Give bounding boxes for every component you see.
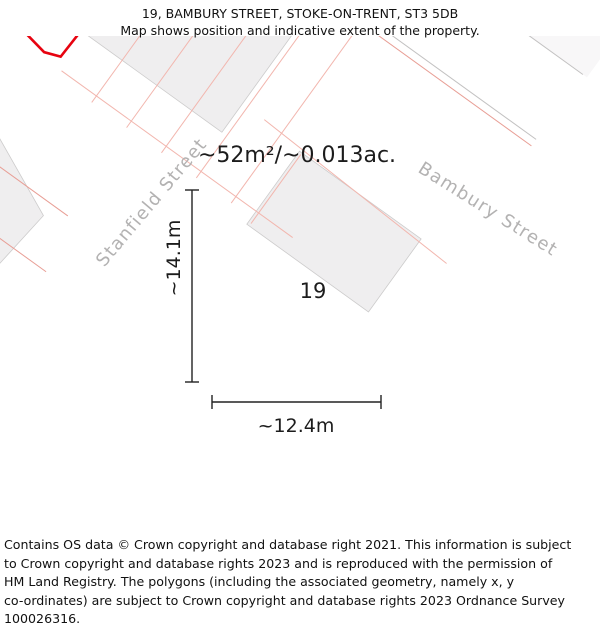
buildings bbox=[0, 36, 422, 313]
bambury-south-edge bbox=[18, 36, 537, 140]
page-title: 19, BAMBURY STREET, STOKE-ON-TRENT, ST3 … bbox=[141, 6, 459, 21]
page-header: 19, BAMBURY STREET, STOKE-ON-TRENT, ST3 … bbox=[0, 0, 600, 39]
parcel-line-se-divider bbox=[250, 154, 302, 224]
height-dimension-label: ~14.1m bbox=[163, 220, 185, 297]
map-rotated-layer bbox=[0, 36, 600, 313]
parcel-lines bbox=[0, 36, 447, 264]
dimension-lines bbox=[185, 189, 382, 409]
parcel-divider bbox=[161, 36, 292, 154]
width-dimension-label: ~12.4m bbox=[258, 415, 335, 437]
map-background bbox=[0, 36, 600, 536]
parcel-divider bbox=[91, 36, 222, 103]
map-canvas: Stanfield Street Bambury Street ~52m²/~0… bbox=[0, 36, 600, 536]
parcel-divider bbox=[126, 36, 257, 128]
parcel-lines-strong bbox=[0, 36, 532, 273]
street-edges bbox=[0, 36, 584, 140]
property-map: Stanfield Street Bambury Street ~52m²/~0… bbox=[0, 36, 600, 536]
copyright-notice: Contains OS data © Crown copyright and d… bbox=[4, 537, 572, 626]
parcel-line-se bbox=[263, 119, 447, 264]
street-front-boundary bbox=[65, 36, 532, 147]
parcel-divider bbox=[195, 36, 327, 179]
property-boundary-polygon bbox=[22, 36, 194, 59]
building-south bbox=[0, 100, 44, 313]
building-terrace-row bbox=[0, 36, 327, 133]
parcel-divider bbox=[230, 36, 362, 204]
page-subtitle: Map shows position and indicative extent… bbox=[120, 23, 480, 38]
area-label: ~52m²/~0.013ac. bbox=[198, 143, 396, 168]
parcel-rear-line bbox=[61, 70, 293, 238]
property-number-label: 19 bbox=[300, 279, 327, 303]
